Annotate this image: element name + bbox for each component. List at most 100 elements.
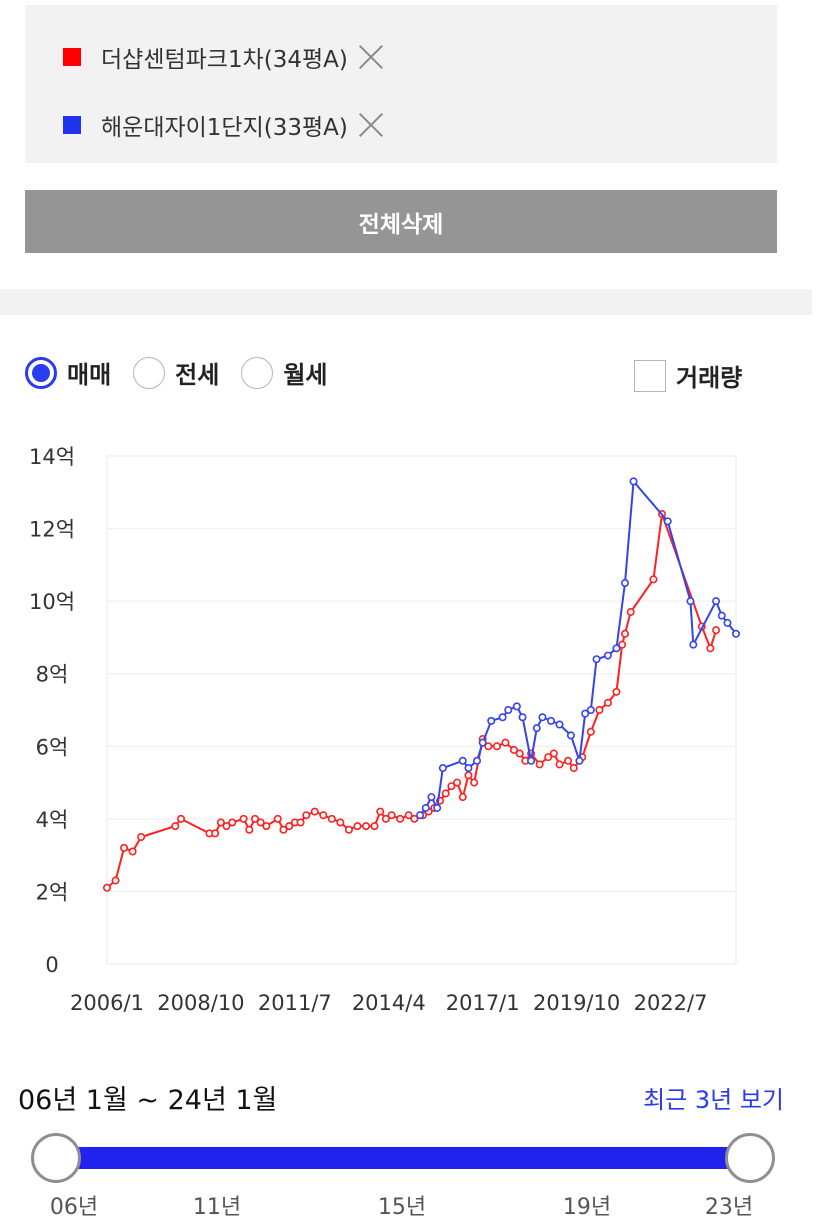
data-point[interactable] <box>302 811 311 820</box>
recent-3-years-link[interactable]: 최근 3년 보기 <box>643 1086 784 1114</box>
data-point[interactable] <box>487 716 496 725</box>
radio-jeonse[interactable]: 전세 <box>133 355 219 390</box>
range-slider-start-handle[interactable] <box>31 1133 81 1183</box>
data-point[interactable] <box>581 709 590 718</box>
data-point[interactable] <box>501 738 510 747</box>
data-point[interactable] <box>532 724 541 733</box>
data-point[interactable] <box>663 517 672 526</box>
data-point[interactable] <box>319 811 328 820</box>
data-point[interactable] <box>416 811 425 820</box>
data-point[interactable] <box>538 713 547 722</box>
data-point[interactable] <box>285 822 294 831</box>
data-point[interactable] <box>464 764 473 773</box>
volume-checkbox[interactable]: 거래량 <box>634 358 742 393</box>
data-point[interactable] <box>239 814 248 823</box>
range-slider-end-handle[interactable] <box>725 1133 775 1183</box>
data-point[interactable] <box>731 629 740 638</box>
data-point[interactable] <box>629 477 638 486</box>
data-point[interactable] <box>279 825 288 834</box>
data-point[interactable] <box>509 745 518 754</box>
data-point[interactable] <box>555 720 564 729</box>
data-point[interactable] <box>686 597 695 606</box>
data-point[interactable] <box>569 764 578 773</box>
data-point[interactable] <box>273 814 282 823</box>
data-point[interactable] <box>723 618 732 627</box>
data-point[interactable] <box>128 847 137 856</box>
data-point[interactable] <box>472 756 481 765</box>
data-point[interactable] <box>535 760 544 769</box>
data-point[interactable] <box>296 818 305 827</box>
data-point[interactable] <box>689 640 698 649</box>
radio-monthly-rent[interactable]: 월세 <box>241 355 328 390</box>
data-point[interactable] <box>458 756 467 765</box>
data-point[interactable] <box>518 713 527 722</box>
data-point[interactable] <box>381 814 390 823</box>
data-point[interactable] <box>310 807 319 816</box>
data-point[interactable] <box>438 764 447 773</box>
data-point[interactable] <box>396 814 405 823</box>
data-point[interactable] <box>421 803 430 812</box>
data-point[interactable] <box>137 832 146 841</box>
data-point[interactable] <box>546 716 555 725</box>
data-point[interactable] <box>410 814 419 823</box>
data-point[interactable] <box>564 756 573 765</box>
data-point[interactable] <box>120 843 129 852</box>
data-point[interactable] <box>353 822 362 831</box>
data-point[interactable] <box>216 818 225 827</box>
data-point[interactable] <box>498 713 507 722</box>
data-point[interactable] <box>649 575 658 584</box>
data-point[interactable] <box>626 608 635 617</box>
data-point[interactable] <box>512 702 521 711</box>
data-point[interactable] <box>712 626 721 635</box>
data-point[interactable] <box>245 825 254 834</box>
data-point[interactable] <box>404 811 413 820</box>
data-point[interactable] <box>177 814 186 823</box>
data-point[interactable] <box>612 644 621 653</box>
data-point[interactable] <box>595 705 604 714</box>
data-point[interactable] <box>478 738 487 747</box>
data-point[interactable] <box>586 705 595 714</box>
data-point[interactable] <box>504 705 513 714</box>
data-point[interactable] <box>575 756 584 765</box>
data-point[interactable] <box>111 876 120 885</box>
data-point[interactable] <box>361 822 370 831</box>
data-point[interactable] <box>717 611 726 620</box>
data-point[interactable] <box>620 579 629 588</box>
data-point[interactable] <box>618 640 627 649</box>
data-point[interactable] <box>251 814 260 823</box>
data-point[interactable] <box>211 829 220 838</box>
data-point[interactable] <box>603 651 612 660</box>
data-point[interactable] <box>344 825 353 834</box>
data-point[interactable] <box>586 727 595 736</box>
data-point[interactable] <box>447 782 456 791</box>
data-point[interactable] <box>470 778 479 787</box>
delete-all-button[interactable]: 전체삭제 <box>25 190 777 253</box>
data-point[interactable] <box>453 778 462 787</box>
data-point[interactable] <box>492 742 501 751</box>
data-point[interactable] <box>712 597 721 606</box>
radio-sale[interactable]: 매매 <box>25 355 111 390</box>
data-point[interactable] <box>603 698 612 707</box>
remove-icon[interactable] <box>358 44 384 70</box>
data-point[interactable] <box>549 749 558 758</box>
data-point[interactable] <box>103 883 112 892</box>
data-point[interactable] <box>262 822 271 831</box>
data-point[interactable] <box>387 811 396 820</box>
data-point[interactable] <box>620 629 629 638</box>
data-point[interactable] <box>433 803 442 812</box>
data-point[interactable] <box>464 771 473 780</box>
data-point[interactable] <box>376 807 385 816</box>
data-point[interactable] <box>555 760 564 769</box>
remove-icon[interactable] <box>358 112 384 138</box>
data-point[interactable] <box>592 655 601 664</box>
data-point[interactable] <box>256 818 265 827</box>
data-point[interactable] <box>336 818 345 827</box>
data-point[interactable] <box>228 818 237 827</box>
data-point[interactable] <box>171 822 180 831</box>
data-point[interactable] <box>484 742 493 751</box>
data-point[interactable] <box>458 793 467 802</box>
data-point[interactable] <box>427 793 436 802</box>
data-point[interactable] <box>441 789 450 798</box>
range-slider-track[interactable] <box>56 1147 750 1169</box>
data-point[interactable] <box>327 814 336 823</box>
